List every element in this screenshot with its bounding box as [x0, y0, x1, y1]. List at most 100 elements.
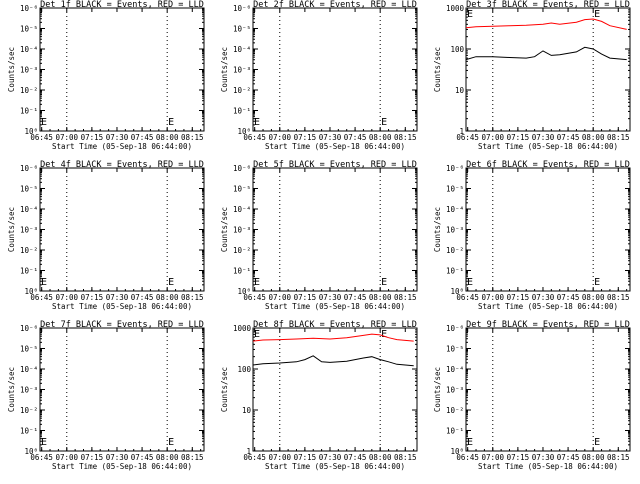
e-marker: E [381, 117, 387, 128]
y-tick-label: 10⁻² [20, 86, 38, 95]
y-tick-label: 10⁻² [233, 246, 251, 255]
x-tick-label: 07:00 [481, 293, 504, 302]
x-tick-label: 07:00 [55, 453, 78, 462]
e-marker: E [467, 437, 473, 448]
plot-frame [252, 7, 418, 132]
y-tick-label: 10⁻⁴ [446, 365, 464, 374]
y-axis-label: Counts/sec [433, 47, 442, 92]
y-tick-label: 10⁰ [237, 287, 251, 296]
x-tick-label: 07:30 [106, 133, 129, 142]
y-tick-label: 10⁻⁶ [233, 164, 251, 173]
x-tick-label: 07:30 [319, 453, 342, 462]
x-axis-label: Start Time (05-Sep-18 06:44:00) [478, 142, 618, 151]
e-marker: E [381, 277, 387, 288]
e-marker: E [254, 277, 260, 288]
y-tick-label: 10⁻⁶ [20, 4, 38, 13]
x-tick-label: 07:15 [81, 293, 104, 302]
y-tick-label: 10⁰ [450, 447, 464, 456]
y-axis-label: Counts/sec [220, 207, 229, 252]
e-marker: E [467, 9, 473, 20]
e-marker: E [254, 329, 260, 340]
x-tick-label: 07:30 [106, 293, 129, 302]
e-marker: E [41, 277, 47, 288]
y-tick-label: 10⁻¹ [446, 267, 464, 276]
panel-title: Det 6f BLACK = Events, RED = LLD [466, 160, 630, 170]
e-marker: E [41, 437, 47, 448]
e-marker: E [168, 117, 174, 128]
y-tick-label: 10⁻⁶ [20, 324, 38, 333]
x-tick-label: 07:45 [344, 293, 367, 302]
y-tick-label: 10⁻⁶ [446, 324, 464, 333]
y-tick-label: 10⁰ [24, 287, 38, 296]
x-tick-label: 06:45 [30, 293, 53, 302]
x-tick-label: 06:45 [456, 133, 479, 142]
x-axis-label: Start Time (05-Sep-18 06:44:00) [265, 462, 405, 471]
y-tick-label: 1 [459, 127, 464, 136]
x-tick-label: 08:00 [582, 133, 605, 142]
x-tick-label: 07:00 [268, 133, 291, 142]
y-tick-label: 10⁻⁵ [20, 185, 38, 194]
e-marker: E [168, 437, 174, 448]
x-tick-label: 07:30 [532, 133, 555, 142]
e-marker: E [381, 329, 387, 340]
y-tick-label: 10 [242, 406, 252, 415]
y-tick-label: 1000 [233, 324, 252, 333]
x-tick-label: 07:45 [344, 453, 367, 462]
plot-frame [465, 7, 631, 132]
y-axis-label: Counts/sec [7, 207, 16, 252]
y-tick-label: 10⁻³ [446, 226, 464, 235]
y-tick-label: 10⁰ [24, 127, 38, 136]
y-tick-label: 10⁻³ [233, 66, 251, 75]
x-axis-label: Start Time (05-Sep-18 06:44:00) [52, 302, 192, 311]
y-tick-label: 10⁻³ [20, 66, 38, 75]
x-tick-label: 08:00 [156, 293, 179, 302]
y-axis-label: Counts/sec [220, 47, 229, 92]
plot-frame [465, 327, 631, 452]
y-tick-label: 100 [450, 45, 464, 54]
x-tick-label: 07:30 [532, 293, 555, 302]
y-tick-label: 10⁻⁶ [20, 164, 38, 173]
x-tick-label: 08:15 [394, 453, 417, 462]
panel-title: Det 4f BLACK = Events, RED = LLD [40, 160, 204, 170]
y-tick-label: 10⁻⁵ [446, 345, 464, 354]
x-tick-label: 06:45 [456, 293, 479, 302]
x-tick-label: 07:15 [81, 453, 104, 462]
y-tick-label: 1 [246, 447, 251, 456]
x-tick-label: 08:15 [607, 293, 630, 302]
y-axis-label: Counts/sec [433, 207, 442, 252]
e-marker: E [41, 117, 47, 128]
y-tick-label: 10⁰ [24, 447, 38, 456]
panel-title: Det 5f BLACK = Events, RED = LLD [253, 160, 417, 170]
x-tick-label: 08:15 [181, 453, 204, 462]
y-tick-label: 10⁻⁵ [233, 185, 251, 194]
x-tick-label: 07:00 [481, 453, 504, 462]
x-tick-label: 08:15 [607, 133, 630, 142]
x-axis-label: Start Time (05-Sep-18 06:44:00) [478, 302, 618, 311]
y-tick-label: 10⁻² [446, 406, 464, 415]
x-tick-label: 08:00 [582, 453, 605, 462]
y-tick-label: 10⁻⁶ [233, 4, 251, 13]
e-marker: E [254, 117, 260, 128]
y-axis-label: Counts/sec [433, 367, 442, 412]
panel-title: Det 1f BLACK = Events, RED = LLD [40, 0, 204, 10]
x-tick-label: 06:45 [243, 453, 266, 462]
x-tick-label: 07:30 [532, 453, 555, 462]
y-tick-label: 10⁰ [237, 127, 251, 136]
y-tick-label: 10⁻⁴ [446, 205, 464, 214]
panel-title: Det 9f BLACK = Events, RED = LLD [466, 320, 630, 330]
y-axis-label: Counts/sec [7, 47, 16, 92]
y-tick-label: 1000 [446, 4, 465, 13]
x-tick-label: 07:15 [507, 293, 530, 302]
x-tick-label: 07:15 [294, 293, 317, 302]
x-tick-label: 07:15 [294, 453, 317, 462]
y-tick-label: 10⁻⁴ [20, 205, 38, 214]
x-tick-label: 07:45 [131, 133, 154, 142]
plot-frame [252, 167, 418, 292]
x-tick-label: 07:00 [268, 453, 291, 462]
plot-frame [465, 167, 631, 292]
lld-series-line [465, 18, 627, 30]
